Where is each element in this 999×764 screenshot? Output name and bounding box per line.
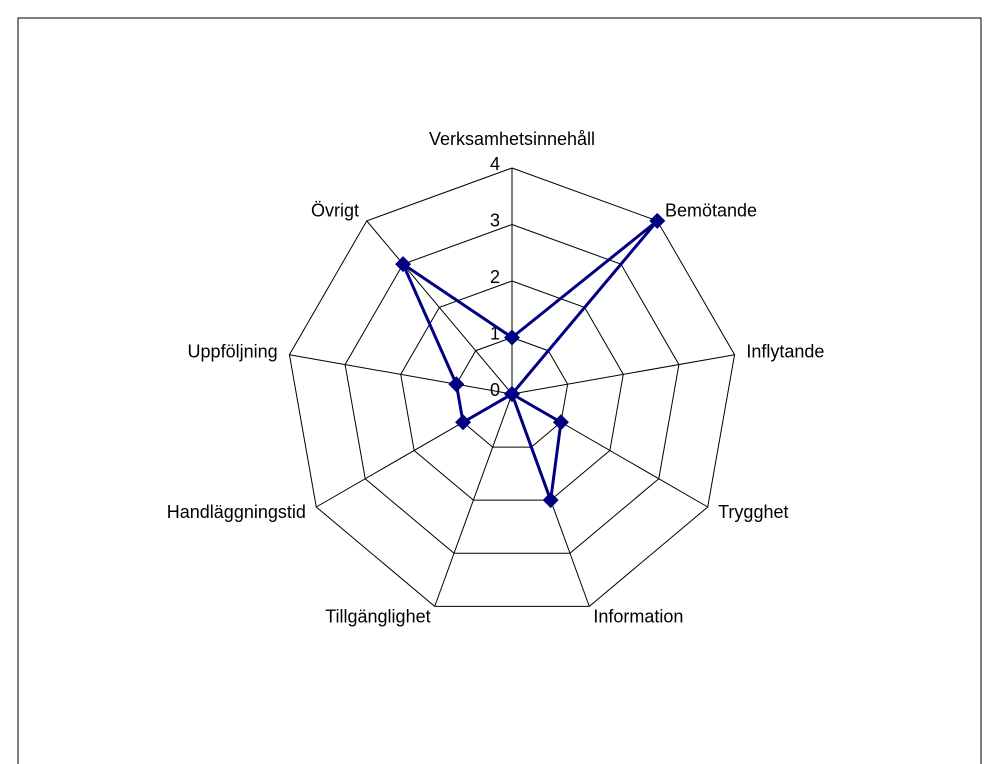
y-tick-label: 1 [490, 323, 500, 343]
chart-area [17, 17, 982, 764]
data-point [455, 414, 472, 431]
data-point [395, 256, 412, 273]
grid-line [455, 336, 569, 448]
data-point [552, 414, 569, 431]
series-line [399, 219, 659, 501]
axis-spoke [511, 354, 735, 395]
category-label: Information [593, 606, 683, 626]
category-label: Inflytande [746, 341, 824, 361]
y-tick-label: 3 [490, 210, 500, 230]
y-tick-label: 0 [490, 380, 500, 400]
y-tick-label: 2 [490, 267, 500, 287]
grid-line [344, 223, 680, 554]
data-point [448, 376, 465, 393]
category-label: Uppföljning [188, 341, 278, 361]
grid-line [288, 167, 736, 607]
y-tick-label: 4 [490, 154, 500, 174]
category-label: Trygghet [718, 502, 788, 522]
category-label: Tillgänglighet [325, 606, 430, 626]
category-label: Verksamhetsinnehåll [429, 129, 595, 149]
category-label: Bemötande [665, 200, 757, 220]
category-label: Övrigt [311, 200, 359, 220]
axis-spoke [289, 354, 513, 395]
data-point [649, 212, 666, 229]
grid-line [400, 280, 624, 501]
data-point [504, 386, 520, 402]
category-label: Handläggningstid [167, 502, 306, 522]
axis-spoke [366, 220, 513, 395]
axis-spoke [434, 393, 513, 607]
data-point [542, 492, 559, 509]
data-point [504, 329, 520, 346]
